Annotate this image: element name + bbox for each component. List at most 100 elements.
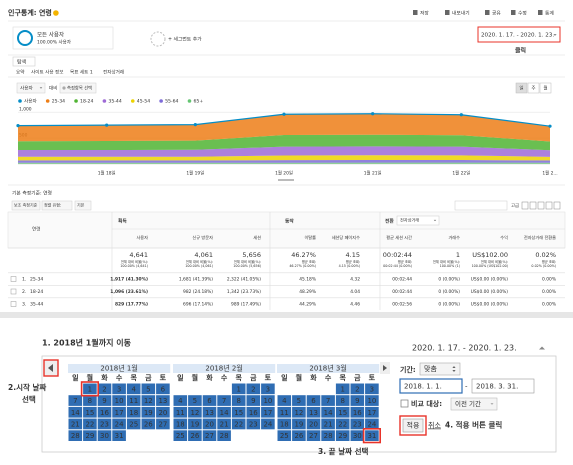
day-cell[interactable] xyxy=(97,395,112,406)
day-cell[interactable] xyxy=(83,418,97,430)
advanced-link[interactable]: 고급 xyxy=(511,203,519,209)
day-cell[interactable] xyxy=(335,418,350,430)
day-cell[interactable] xyxy=(68,395,83,406)
table-control[interactable] xyxy=(41,200,73,211)
day-cell[interactable] xyxy=(156,406,170,418)
day-cell[interactable] xyxy=(83,383,97,395)
day-cell[interactable] xyxy=(306,418,321,430)
metric-select[interactable] xyxy=(16,82,46,94)
sub-tab[interactable]: 목표 세트 1 xyxy=(70,69,93,76)
day-cell[interactable] xyxy=(246,418,261,430)
end-input[interactable] xyxy=(471,378,535,394)
view-icon[interactable] xyxy=(521,201,529,210)
picker-date-range[interactable]: 2020. 1. 17. - 2020. 1. 23. xyxy=(412,344,517,353)
day-cell[interactable] xyxy=(321,406,335,418)
day-cell[interactable] xyxy=(156,383,170,395)
day-cell[interactable] xyxy=(306,430,321,441)
day-cell[interactable] xyxy=(188,406,202,418)
cancel-link[interactable]: 취소 xyxy=(428,422,441,430)
day-cell[interactable] xyxy=(365,406,379,418)
day-cell[interactable] xyxy=(68,418,83,430)
day-cell[interactable] xyxy=(217,418,231,430)
day-cell[interactable] xyxy=(141,406,156,418)
day-cell[interactable] xyxy=(350,430,365,441)
day-cell[interactable] xyxy=(173,406,188,418)
add-segment[interactable]: + 세그먼트 추가 xyxy=(168,36,202,43)
day-cell[interactable] xyxy=(173,418,188,430)
day-cell[interactable] xyxy=(335,430,350,441)
toolbar-button[interactable]: 내보내기 xyxy=(452,10,470,17)
period-button[interactable] xyxy=(527,82,540,94)
day-cell[interactable] xyxy=(83,395,97,406)
toolbar-button[interactable]: 수정 xyxy=(518,10,527,17)
day-cell[interactable] xyxy=(292,395,306,406)
view-icon[interactable] xyxy=(553,201,561,210)
row-label[interactable]: 18-24 xyxy=(30,289,43,295)
view-icon[interactable] xyxy=(529,201,537,210)
day-cell[interactable] xyxy=(97,406,112,418)
view-icon[interactable] xyxy=(545,201,553,210)
day-cell[interactable] xyxy=(202,406,217,418)
day-cell[interactable] xyxy=(126,383,141,395)
add-segment-circle[interactable] xyxy=(150,31,166,47)
day-cell[interactable] xyxy=(365,430,379,441)
day-cell[interactable] xyxy=(112,383,126,395)
day-cell[interactable] xyxy=(277,395,292,406)
day-cell[interactable] xyxy=(141,395,156,406)
day-cell[interactable] xyxy=(306,406,321,418)
day-cell[interactable] xyxy=(277,418,292,430)
day-cell[interactable] xyxy=(126,406,141,418)
day-cell[interactable] xyxy=(335,395,350,406)
period-button[interactable] xyxy=(539,82,552,94)
day-cell[interactable] xyxy=(335,406,350,418)
tab-main[interactable] xyxy=(12,56,36,67)
toolbar-button[interactable]: 공유 xyxy=(492,11,501,17)
day-cell[interactable] xyxy=(97,430,112,441)
day-cell[interactable] xyxy=(292,418,306,430)
day-cell[interactable] xyxy=(277,430,292,441)
day-cell[interactable] xyxy=(350,395,365,406)
day-cell[interactable] xyxy=(231,418,246,430)
day-cell[interactable] xyxy=(188,418,202,430)
row-label[interactable]: 35-44 xyxy=(30,302,43,308)
day-cell[interactable] xyxy=(202,395,217,406)
day-cell[interactable] xyxy=(202,418,217,430)
day-cell[interactable] xyxy=(97,418,112,430)
table-control[interactable] xyxy=(11,200,41,211)
view-icon[interactable] xyxy=(537,201,545,210)
day-cell[interactable] xyxy=(321,418,335,430)
day-cell[interactable] xyxy=(246,383,261,395)
period-select[interactable] xyxy=(419,362,461,376)
day-cell[interactable] xyxy=(126,395,141,406)
day-cell[interactable] xyxy=(365,383,379,395)
day-cell[interactable] xyxy=(292,406,306,418)
day-cell[interactable] xyxy=(350,383,365,395)
day-cell[interactable] xyxy=(173,395,188,406)
search-box[interactable] xyxy=(454,200,508,211)
day-cell[interactable] xyxy=(231,406,246,418)
day-cell[interactable] xyxy=(365,418,379,430)
row-checkbox[interactable] xyxy=(10,288,17,295)
day-cell[interactable] xyxy=(231,395,246,406)
day-cell[interactable] xyxy=(217,395,231,406)
sub-tab[interactable]: 요약 xyxy=(16,69,25,76)
day-cell[interactable] xyxy=(112,406,126,418)
day-cell[interactable] xyxy=(83,406,97,418)
date-range[interactable] xyxy=(477,26,561,43)
day-cell[interactable] xyxy=(141,418,156,430)
day-cell[interactable] xyxy=(97,383,112,395)
day-cell[interactable] xyxy=(306,395,321,406)
day-cell[interactable] xyxy=(261,383,275,395)
day-cell[interactable] xyxy=(261,406,275,418)
day-cell[interactable] xyxy=(231,383,246,395)
apply-button[interactable] xyxy=(402,418,424,433)
compare-checkbox[interactable] xyxy=(400,399,409,408)
day-cell[interactable] xyxy=(188,430,202,441)
period-button[interactable] xyxy=(515,82,528,94)
day-cell[interactable] xyxy=(321,430,335,441)
day-cell[interactable] xyxy=(292,430,306,441)
day-cell[interactable] xyxy=(141,383,156,395)
day-cell[interactable] xyxy=(261,418,275,430)
sub-tab[interactable]: 전자상거래 xyxy=(103,69,124,76)
toolbar-button[interactable]: 저장 xyxy=(420,10,429,17)
